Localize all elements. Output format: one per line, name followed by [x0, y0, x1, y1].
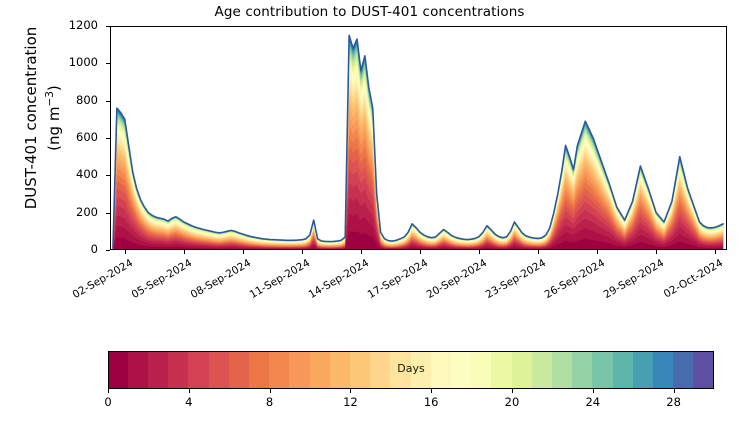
x-axis-tick-mark — [597, 250, 599, 254]
colorbar-tick-label: 8 — [265, 395, 274, 409]
y-axis-tick-mark — [106, 26, 110, 27]
x-axis-tick-label: 23-Sep-2024 — [483, 257, 549, 302]
y-axis-unit-prefix: (ng m — [45, 106, 63, 151]
colorbar-tick-mark — [673, 389, 675, 393]
y-axis-tick-label: 800 — [76, 92, 98, 107]
colorbar-frame — [108, 351, 714, 389]
x-axis-tick-mark — [715, 250, 717, 254]
y-axis-tick-mark — [106, 250, 110, 251]
colorbar-tick-mark — [188, 389, 190, 393]
colorbar-tick-mark — [512, 389, 513, 393]
colorbar-tick-mark — [350, 389, 352, 393]
y-axis-tick-mark — [106, 212, 110, 214]
x-axis-tick-label: 08-Sep-2024 — [188, 257, 253, 302]
x-axis-tick-mark — [538, 250, 540, 254]
colorbar-tick-label: 0 — [104, 395, 112, 409]
x-axis-tick-label: 11-Sep-2024 — [247, 257, 312, 302]
x-axis-tick-mark — [183, 250, 185, 254]
colorbar-tick-label: 4 — [185, 395, 193, 409]
colorbar-tick-label: 28 — [666, 395, 681, 409]
y-axis-tick-mark — [106, 138, 110, 139]
x-axis-tick-mark — [242, 250, 244, 254]
colorbar-tick-label: 16 — [423, 395, 439, 409]
colorbar-label: Days — [397, 362, 425, 375]
x-axis-tick-label: 29-Sep-2024 — [601, 257, 667, 302]
y-axis-label-line1: DUST-401 concentration — [22, 26, 40, 210]
y-axis-tick-label: 1000 — [68, 55, 98, 70]
y-axis-tick-mark — [106, 175, 110, 177]
x-axis-tick-label: 17-Sep-2024 — [365, 257, 430, 302]
x-axis-tick-label: 26-Sep-2024 — [542, 257, 608, 302]
stacked-area-plot — [110, 26, 727, 250]
colorbar-tick-mark — [269, 389, 271, 393]
y-axis-tick-label: 200 — [76, 204, 98, 219]
x-axis-tick-mark — [301, 250, 303, 254]
y-axis-unit-suffix: ) — [45, 85, 63, 92]
y-axis-tick-mark — [106, 100, 110, 102]
x-axis-tick-mark — [419, 250, 421, 254]
x-axis-tick-label: 20-Sep-2024 — [424, 257, 490, 302]
x-axis-tick-label: 14-Sep-2024 — [306, 257, 371, 302]
y-axis-tick-label: 0 — [90, 242, 98, 256]
colorbar-tick-mark — [108, 389, 109, 393]
x-axis-tick-mark — [124, 250, 126, 254]
x-axis-tick-mark — [656, 250, 658, 254]
chart-title: Age contribution to DUST-401 concentrati… — [214, 4, 525, 20]
colorbar-tick-mark — [431, 389, 433, 393]
y-axis-label: DUST-401 concentration (ng m−3) — [22, 0, 63, 243]
colorbar-tick-label: 20 — [504, 395, 520, 409]
x-axis-tick-label: 02-Oct-2024 — [661, 257, 726, 301]
y-axis-tick-label: 600 — [76, 130, 98, 144]
plot-axes-frame — [110, 26, 727, 250]
x-axis-tick-mark — [360, 250, 362, 254]
y-axis-tick-mark — [106, 63, 110, 65]
y-axis-tick-label: 400 — [76, 167, 98, 182]
colorbar-tick-mark — [592, 389, 594, 393]
colorbar-tick-label: 24 — [585, 395, 601, 409]
colorbar-tick-label: 12 — [343, 395, 358, 409]
x-axis-tick-label: 02-Sep-2024 — [70, 257, 135, 302]
x-axis-tick-mark — [479, 250, 481, 254]
x-axis-tick-label: 05-Sep-2024 — [129, 257, 194, 302]
colorbar-gradient — [108, 351, 714, 389]
y-axis-tick-label: 1200 — [68, 18, 98, 32]
